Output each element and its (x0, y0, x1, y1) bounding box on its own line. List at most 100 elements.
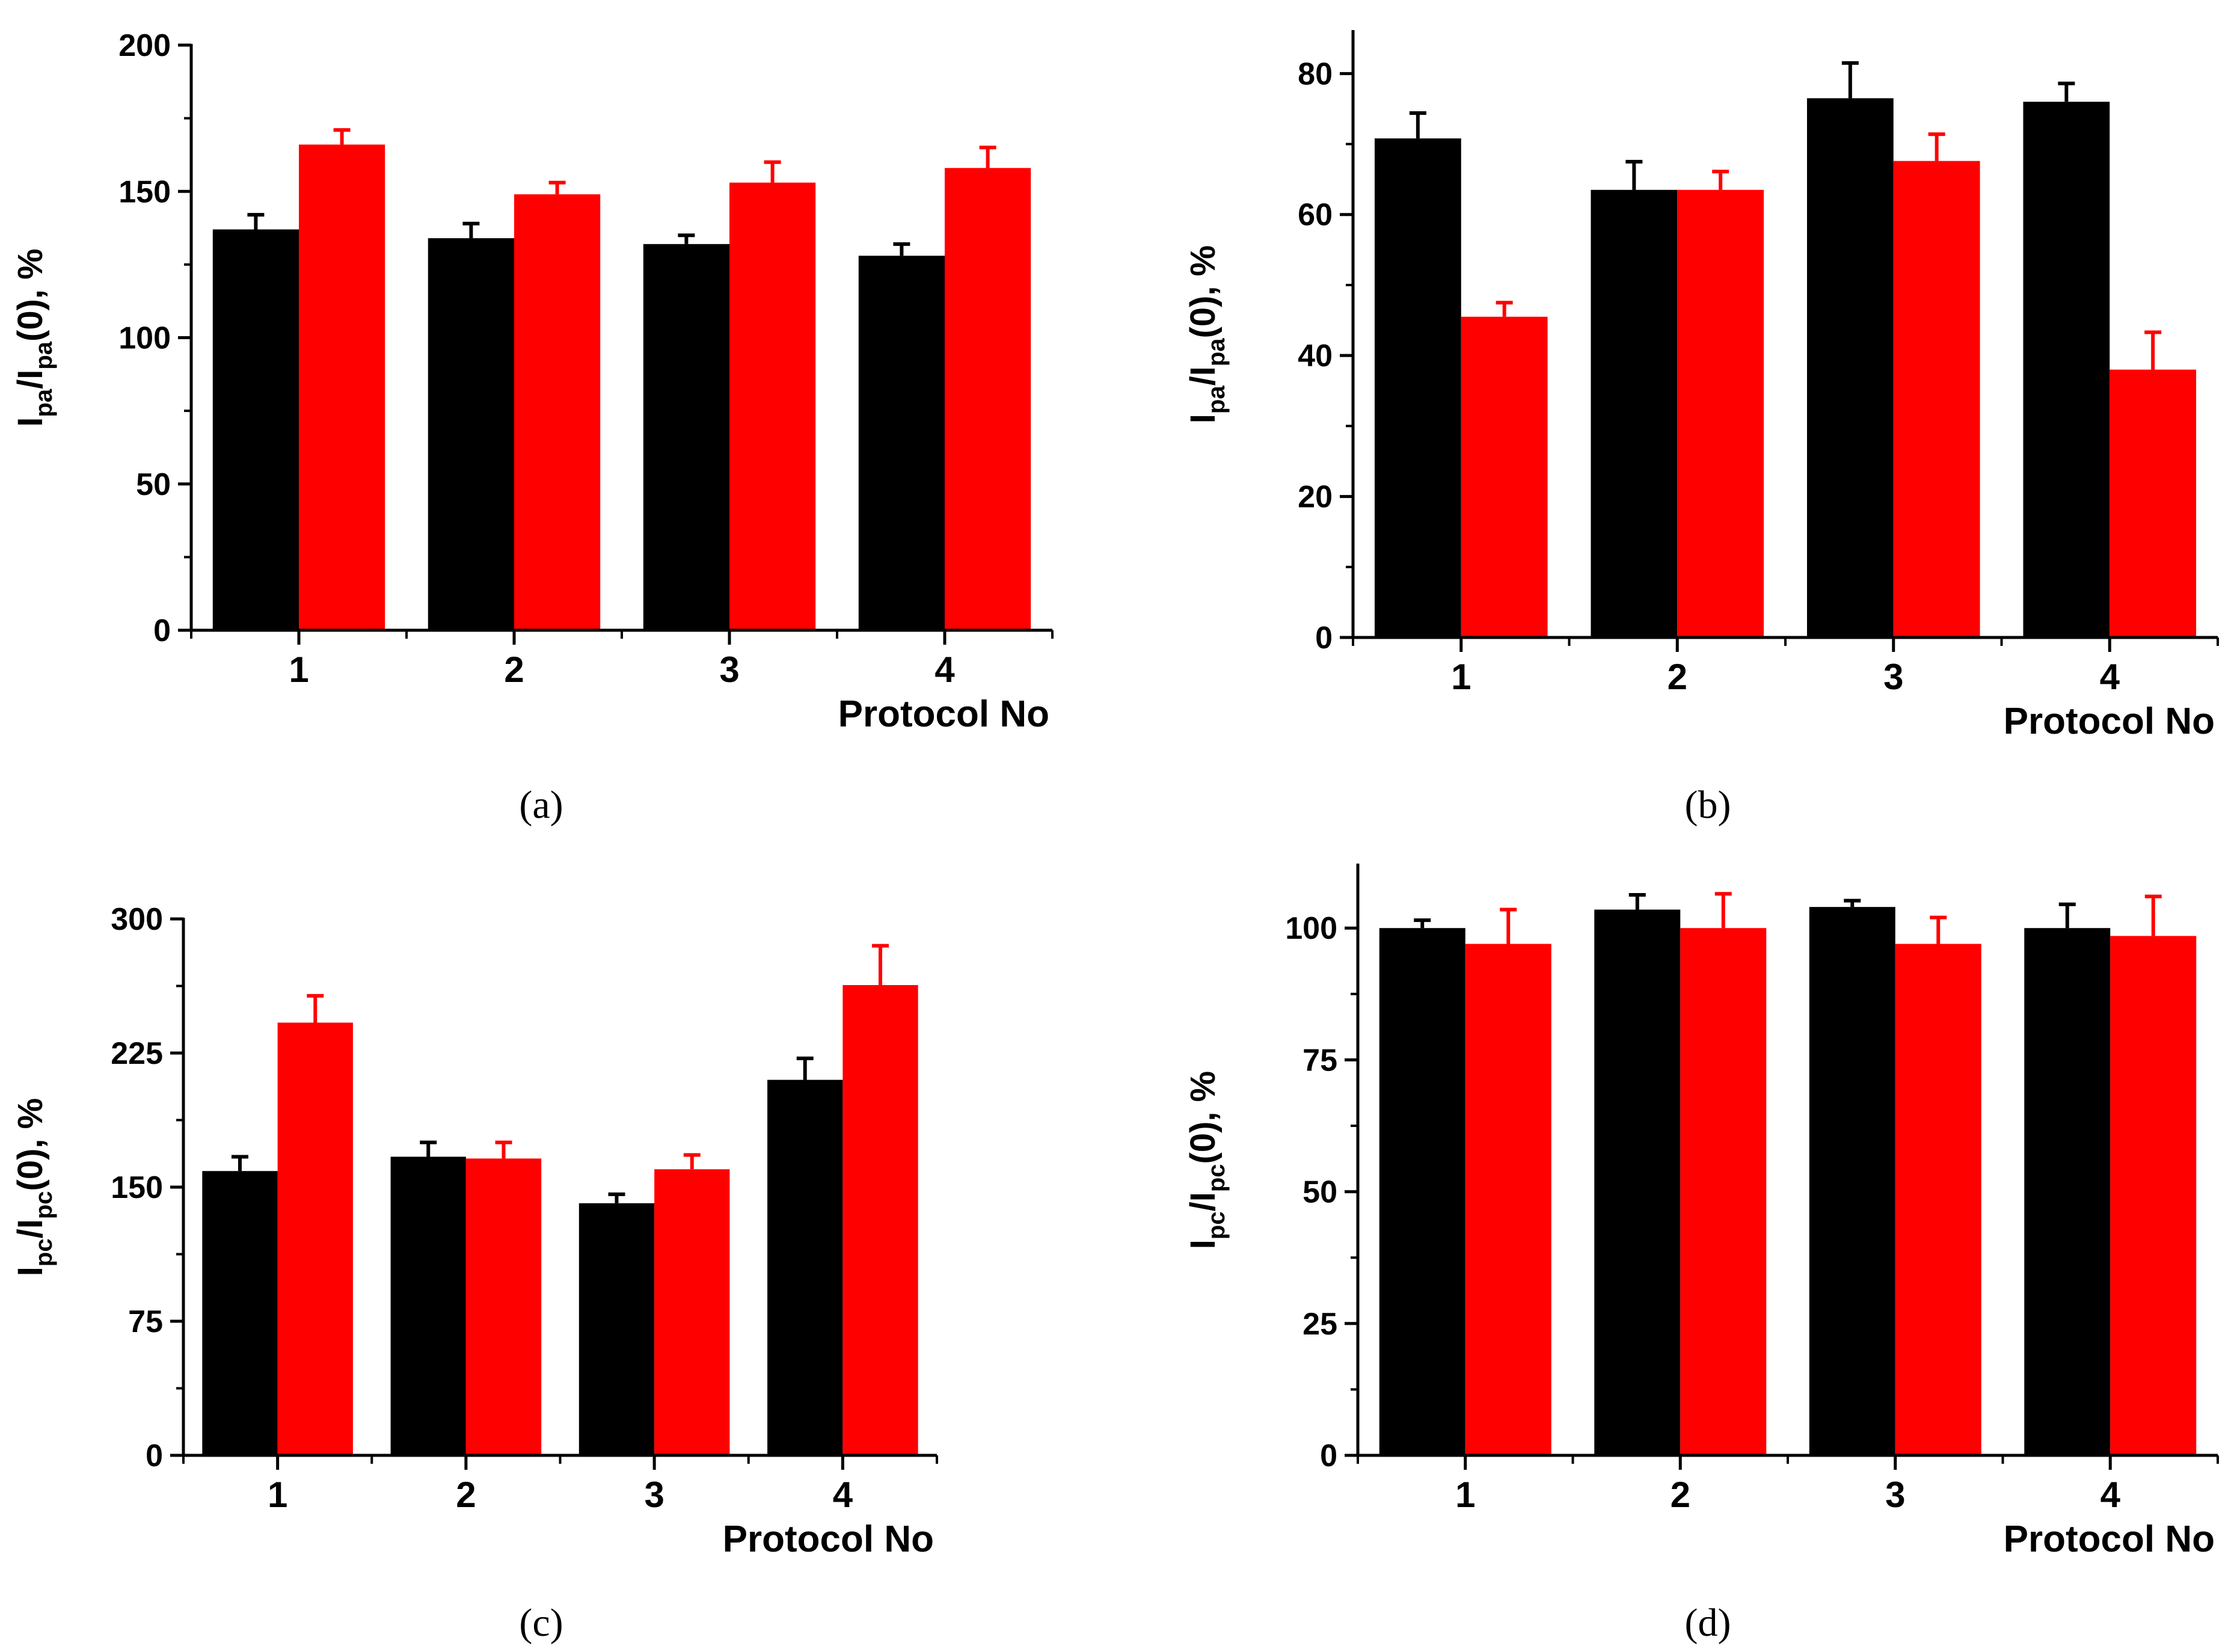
y-tick-label-d-3: 75 (1303, 1043, 1337, 1078)
y-tick-label-a-4: 200 (118, 28, 171, 63)
y-axis-title-part-a-0: I (11, 417, 50, 427)
x-axis-title-a: Protocol No (838, 693, 1049, 735)
bar-d-red-1 (1465, 944, 1551, 1455)
x-tick-label-c-1: 1 (268, 1475, 287, 1515)
y-tick-label-c-0: 0 (146, 1439, 163, 1473)
y-tick-label-c-4: 300 (111, 902, 163, 937)
bar-a-red-3 (729, 182, 816, 630)
y-tick-label-d-4: 100 (1285, 911, 1337, 946)
bar-c-red-4 (842, 985, 918, 1455)
y-axis-title-part-a-4: (0), % (11, 248, 50, 342)
caption-a: (a) (519, 783, 563, 827)
y-tick-label-b-3: 60 (1298, 198, 1333, 233)
x-tick-label-d-4: 4 (2100, 1475, 2121, 1515)
x-tick-label-c-3: 3 (644, 1475, 664, 1515)
x-tick-label-b-1: 1 (1451, 657, 1471, 697)
y-tick-label-d-0: 0 (1320, 1439, 1337, 1473)
y-axis-title-part-d-0: I (1183, 1239, 1223, 1249)
bar-c-black-4 (767, 1079, 843, 1455)
y-axis-title-part-a-3: pa (31, 341, 57, 369)
bar-b-black-2 (1591, 189, 1678, 637)
y-axis-title-a: Ipa/Ipa(0), % (11, 248, 57, 426)
bar-d-black-3 (1809, 907, 1895, 1455)
y-axis-title-part-c-0: I (11, 1267, 50, 1276)
x-axis-title-b: Protocol No (2004, 701, 2215, 742)
bar-d-black-4 (2024, 928, 2111, 1455)
x-tick-label-d-2: 2 (1671, 1475, 1690, 1515)
bar-b-red-3 (1893, 161, 1980, 637)
y-tick-label-b-2: 40 (1298, 339, 1333, 373)
y-axis-title-part-c-3: pc (31, 1191, 57, 1219)
bar-c-black-3 (578, 1203, 655, 1455)
y-tick-label-d-2: 50 (1303, 1175, 1337, 1210)
bar-a-red-2 (514, 194, 601, 630)
y-axis-title-part-b-2: /I (1183, 366, 1223, 385)
y-axis-title-part-a-1: pa (31, 388, 57, 417)
x-tick-label-b-3: 3 (1883, 657, 1903, 697)
bar-c-black-1 (202, 1171, 278, 1455)
bar-d-black-2 (1594, 909, 1681, 1455)
bar-a-black-2 (428, 238, 514, 631)
bar-a-black-1 (212, 229, 299, 630)
bar-d-red-4 (2110, 936, 2197, 1455)
bar-b-red-1 (1461, 316, 1548, 637)
y-axis-title-part-d-2: /I (1183, 1192, 1223, 1211)
y-axis-title-part-b-4: (0), % (1183, 245, 1223, 339)
y-tick-label-b-4: 80 (1298, 57, 1333, 91)
bar-a-black-3 (643, 244, 729, 630)
x-tick-label-d-1: 1 (1455, 1475, 1475, 1515)
bar-b-black-4 (2023, 102, 2110, 638)
caption-b: (b) (1685, 783, 1731, 827)
x-tick-label-a-2: 2 (504, 649, 524, 690)
caption-c: (c) (519, 1601, 563, 1645)
bar-d-red-2 (1680, 928, 1767, 1455)
bar-a-red-4 (945, 168, 1031, 631)
bar-a-red-1 (299, 144, 385, 630)
y-tick-label-d-1: 25 (1303, 1307, 1337, 1342)
x-tick-label-c-4: 4 (833, 1475, 853, 1515)
y-tick-label-a-0: 0 (153, 613, 171, 648)
y-axis-title-part-d-1: pc (1203, 1211, 1230, 1239)
y-axis-title-part-d-4: (0), % (1183, 1071, 1223, 1164)
y-axis-title-b: Ipa/Ipa(0), % (1183, 245, 1230, 423)
y-tick-label-a-1: 50 (136, 467, 171, 502)
y-axis-title-part-b-0: I (1183, 414, 1223, 423)
y-tick-label-b-0: 0 (1315, 621, 1333, 656)
bar-c-red-1 (277, 1022, 353, 1455)
x-tick-label-d-3: 3 (1885, 1475, 1905, 1515)
x-tick-label-a-3: 3 (719, 649, 739, 690)
x-axis-title-d: Protocol No (2004, 1518, 2215, 1560)
x-axis-title-c: Protocol No (723, 1518, 934, 1560)
x-tick-label-b-2: 2 (1668, 657, 1687, 697)
y-tick-label-c-2: 150 (111, 1170, 163, 1205)
y-tick-label-c-1: 75 (128, 1304, 163, 1339)
y-axis-title-c: Ipc/Ipc(0), % (11, 1098, 57, 1276)
y-axis-title-part-c-4: (0), % (11, 1098, 50, 1191)
y-axis-title-part-b-3: pa (1203, 338, 1230, 366)
x-tick-label-a-4: 4 (934, 649, 955, 690)
bar-b-black-1 (1374, 138, 1461, 637)
y-tick-label-b-1: 20 (1298, 480, 1333, 515)
y-axis-title-part-a-2: /I (11, 370, 50, 389)
bar-c-black-2 (390, 1156, 466, 1455)
bar-b-red-4 (2110, 369, 2197, 637)
y-axis-title-d: Ipc/Ipc(0), % (1183, 1071, 1230, 1249)
y-axis-title-part-b-1: pa (1203, 385, 1230, 414)
y-tick-label-c-3: 225 (111, 1036, 163, 1071)
y-tick-label-a-3: 150 (118, 174, 171, 209)
bar-a-black-4 (858, 256, 945, 630)
bar-d-black-1 (1379, 928, 1465, 1455)
caption-d: (d) (1685, 1601, 1731, 1645)
x-tick-label-b-4: 4 (2100, 657, 2120, 697)
y-axis-title-part-d-3: pc (1203, 1164, 1230, 1192)
bar-d-red-3 (1895, 944, 1981, 1455)
bar-c-red-3 (654, 1169, 730, 1455)
y-axis-title-part-c-2: /I (11, 1219, 50, 1238)
bar-b-red-2 (1677, 189, 1764, 637)
bar-c-red-2 (465, 1158, 542, 1455)
